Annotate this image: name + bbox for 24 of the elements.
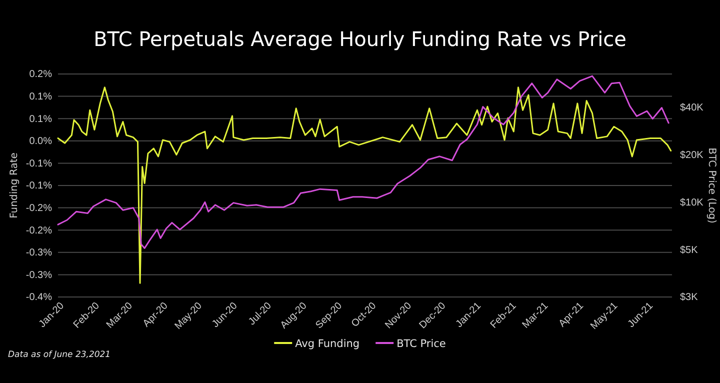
text: Data as of June 23,2021 <box>8 350 111 360</box>
chart-title: BTC Perpetuals Average Hourly Funding Rate vs Price <box>94 27 626 51</box>
y2-tick-label: $10K <box>680 197 704 208</box>
y-tick-label: 0.1% <box>29 92 52 102</box>
y-tick-label: -0.3% <box>26 248 52 259</box>
line-series <box>57 86 672 284</box>
line-series <box>57 75 670 249</box>
y-tick-label: 0.0% <box>29 136 52 148</box>
y2-tick-label: $20K <box>680 150 704 161</box>
y-tick-label: 0.2% <box>29 69 52 80</box>
y-tick-label: -0.2% <box>26 203 52 214</box>
y2-axis-title: BTC Price (Log) <box>706 148 717 224</box>
y-tick-label: -0.3% <box>26 270 52 281</box>
legend-label: BTC Price <box>396 338 446 350</box>
y-tick-label: -0.2% <box>26 225 52 236</box>
y-tick-label: -0.4% <box>26 292 52 304</box>
y-tick-label: -0.1% <box>26 180 52 192</box>
y2-tick-label: $5K <box>680 244 698 256</box>
y-tick-label: -0.1% <box>26 158 52 170</box>
y-axis-title: Funding Rate <box>9 152 20 218</box>
y2-tick-label: $40K <box>680 102 704 114</box>
y2-tick-label: $3K <box>680 292 698 304</box>
legend-label: Avg Funding <box>295 338 360 350</box>
y-tick-label: 0.1% <box>29 114 52 125</box>
